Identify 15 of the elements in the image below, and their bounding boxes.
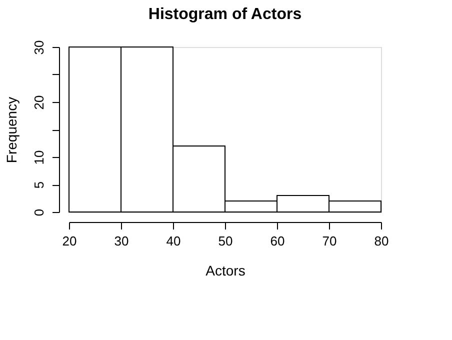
y-axis-title: Frequency [4, 96, 20, 164]
x-tick-label: 50 [218, 234, 233, 248]
x-tick-label: 40 [166, 234, 181, 248]
y-tick-label: 30 [32, 40, 46, 55]
chart-title: Histogram of Actors [148, 6, 302, 23]
y-tick-label: 5 [32, 181, 46, 189]
x-tick-label: 60 [270, 234, 285, 248]
x-tick-label: 80 [374, 234, 389, 248]
y-tick-label: 0 [32, 208, 46, 216]
x-tick-label: 30 [114, 234, 129, 248]
x-tick-label: 20 [62, 234, 77, 248]
x-axis-title: Actors [206, 262, 246, 278]
y-tick-label: 10 [32, 150, 46, 165]
x-tick-label: 70 [322, 234, 337, 248]
y-tick-label: 20 [32, 95, 46, 110]
